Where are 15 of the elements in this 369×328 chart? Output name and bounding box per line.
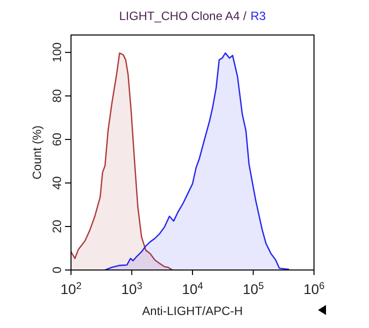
x-tick-label: 10$^{5}$ xyxy=(242,280,264,297)
chart-title: LIGHT_CHO Clone A4 / xyxy=(119,9,248,23)
y-tick-label: 80 xyxy=(50,88,64,103)
chart-subtitle: R3 xyxy=(250,9,266,23)
y-tick-label: 40 xyxy=(50,176,64,190)
x-tick-label: 10$^{4}$ xyxy=(182,280,204,297)
x-tick-label: 10$^{6}$ xyxy=(303,280,326,297)
y-tick-label: 100 xyxy=(50,42,64,62)
x-tick-label: 10$^{3}$ xyxy=(121,280,143,297)
y-axis-title: Count (%) xyxy=(30,125,44,180)
y-tick-label: 20 xyxy=(50,219,64,234)
y-tick-label: 60 xyxy=(50,132,64,146)
y-tick-label: 0 xyxy=(50,266,64,274)
x-tick-label: 10$^{2}$ xyxy=(60,280,82,297)
x-axis-title: Anti-LIGHT/APC-H xyxy=(142,304,243,318)
